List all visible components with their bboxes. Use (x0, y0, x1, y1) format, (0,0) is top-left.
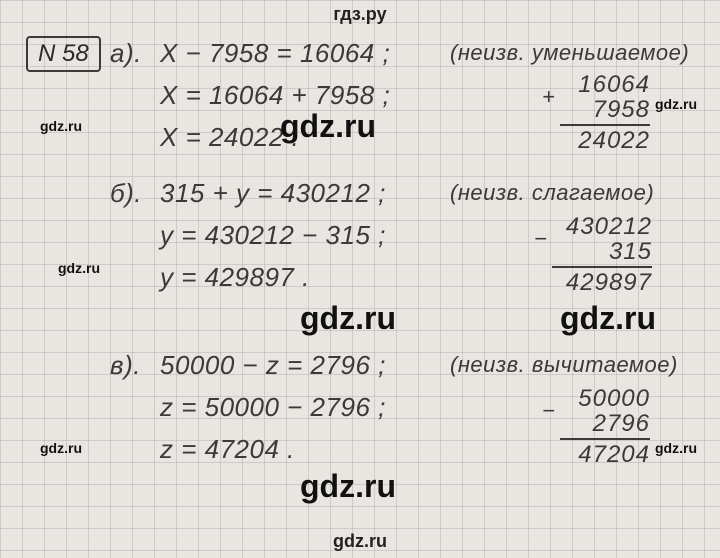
watermark-small: gdz.ru (655, 440, 697, 456)
watermark-big: gdz.ru (560, 300, 656, 337)
part-b-note: (неизв. слагаемое) (450, 180, 654, 206)
watermark-big: gdz.ru (300, 468, 396, 505)
part-c-equation: 50000 − z = 2796 ; (160, 350, 386, 381)
watermark-small: gdz.ru (40, 440, 82, 456)
calc-row: 2796 (560, 411, 650, 436)
part-a-label: a). (110, 38, 142, 69)
calc-row: 16064 (560, 72, 650, 97)
part-c-label: в). (110, 350, 141, 381)
calc-result: 24022 (560, 124, 650, 153)
site-footer: gdz.ru (0, 531, 720, 552)
site-header: гдз.ру (0, 4, 720, 25)
calc-row: 50000 (560, 386, 650, 411)
part-c-step1: z = 50000 − 2796 ; (160, 392, 386, 423)
part-c-column-calc: − 50000 2796 47204 (560, 386, 650, 468)
part-b-column-calc: − 430212 315 429897 (552, 214, 652, 296)
calc-result: 47204 (560, 438, 650, 467)
watermark-big: gdz.ru (280, 108, 376, 145)
part-c-step2: z = 47204 . (160, 434, 295, 465)
part-b-step1: y = 430212 − 315 ; (160, 220, 386, 251)
part-a-step2: X = 24022 . (160, 122, 299, 153)
watermark-small: gdz.ru (655, 96, 697, 112)
minus-icon: − (534, 226, 547, 252)
problem-number-box: N 58 (26, 36, 101, 72)
minus-icon: − (542, 398, 555, 424)
calc-row: 7958 (560, 97, 650, 122)
plus-icon: + (542, 84, 555, 110)
calc-result: 429897 (552, 266, 652, 295)
calc-row: 315 (552, 239, 652, 264)
part-a-note: (неизв. уменьшаемое) (450, 40, 689, 66)
part-c-note: (неизв. вычитаемое) (450, 352, 678, 378)
part-a-equation: X − 7958 = 16064 ; (160, 38, 390, 69)
part-b-equation: 315 + y = 430212 ; (160, 178, 386, 209)
watermark-small: gdz.ru (58, 260, 100, 276)
watermark-big: gdz.ru (300, 300, 396, 337)
part-b-label: б). (110, 178, 142, 209)
part-a-step1: X = 16064 + 7958 ; (160, 80, 390, 111)
part-a-column-calc: + 16064 7958 24022 (560, 72, 650, 154)
calc-row: 430212 (552, 214, 652, 239)
part-b-step2: y = 429897 . (160, 262, 310, 293)
watermark-small: gdz.ru (40, 118, 82, 134)
